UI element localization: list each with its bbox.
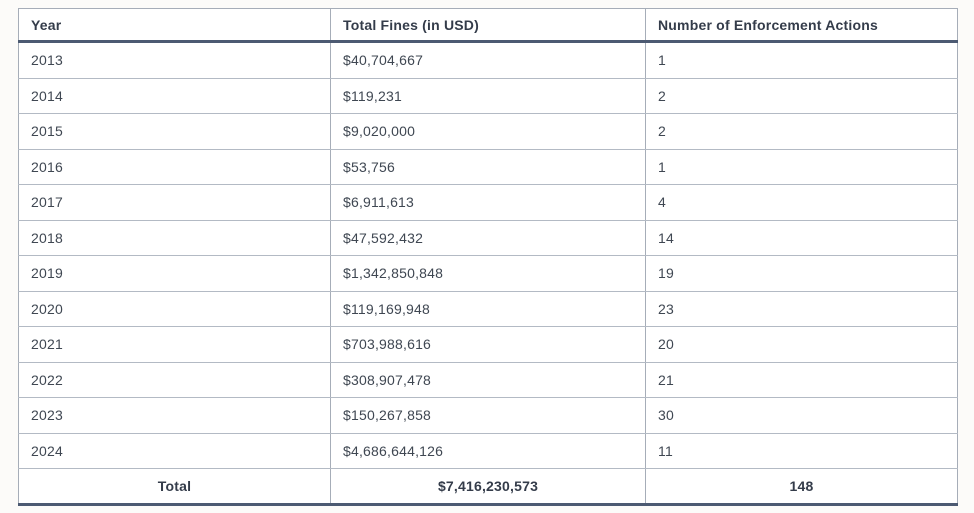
table-row: 2016 $53,756 1: [18, 149, 958, 185]
table-cell: $1,342,850,848: [330, 255, 646, 292]
table-cell: 1: [645, 149, 958, 185]
table-cell: 2013: [18, 41, 331, 79]
table-cell: 20: [645, 326, 958, 363]
total-cell: $7,416,230,573: [330, 468, 646, 505]
table-cell: $6,911,613: [330, 184, 646, 221]
table-cell: $308,907,478: [330, 362, 646, 398]
table-cell: $40,704,667: [330, 41, 646, 79]
table-cell: $4,686,644,126: [330, 433, 646, 469]
table-row: 2021 $703,988,616 20: [18, 326, 958, 363]
table-cell: 19: [645, 255, 958, 292]
table-cell: 2020: [18, 291, 331, 327]
table-row: 2013 $40,704,667 1: [18, 41, 958, 79]
table-cell: $47,592,432: [330, 220, 646, 256]
table-row: 2014 $119,231 2: [18, 78, 958, 114]
table-row: 2018 $47,592,432 14: [18, 220, 958, 256]
table-cell: 2015: [18, 113, 331, 150]
table-cell: 21: [645, 362, 958, 398]
table-cell: 2023: [18, 397, 331, 434]
table-cell: 2014: [18, 78, 331, 114]
table-row: 2017 $6,911,613 4: [18, 184, 958, 221]
table-row: 2022 $308,907,478 21: [18, 362, 958, 398]
column-header: Total Fines (in USD): [330, 8, 646, 43]
table-cell: 2022: [18, 362, 331, 398]
table-cell: 2: [645, 113, 958, 150]
table-cell: 2024: [18, 433, 331, 469]
table-cell: 2: [645, 78, 958, 114]
table-cell: 2021: [18, 326, 331, 363]
table-cell: $150,267,858: [330, 397, 646, 434]
table-cell: 4: [645, 184, 958, 221]
table-cell: $53,756: [330, 149, 646, 185]
table-header: Year Total Fines (in USD) Number of Enforc…: [18, 8, 958, 43]
table-cell: 14: [645, 220, 958, 256]
table-cell: 23: [645, 291, 958, 327]
table-cell: $9,020,000: [330, 113, 646, 150]
table-cell: $119,231: [330, 78, 646, 114]
column-header: Number of Enforcement Actions: [645, 8, 958, 43]
table-header-row: Year Total Fines (in USD) Number of Enforc…: [18, 8, 958, 43]
table-row: 2024 $4,686,644,126 11: [18, 433, 958, 469]
table-cell: 2017: [18, 184, 331, 221]
table-cell: 2016: [18, 149, 331, 185]
column-header: Year: [18, 8, 331, 43]
table-cell: 2018: [18, 220, 331, 256]
table-cell: 1: [645, 41, 958, 79]
table-row: 2023 $150,267,858 30: [18, 397, 958, 434]
total-row: Total $7,416,230,573 148: [18, 468, 958, 505]
table-row: 2020 $119,169,948 23: [18, 291, 958, 327]
table-body: 2013 $40,704,667 1 2014 $119,231 2 2015 $9,020,…: [18, 41, 958, 469]
table-cell: $703,988,616: [330, 326, 646, 363]
table-row: 2019 $1,342,850,848 19: [18, 255, 958, 292]
table-cell: $119,169,948: [330, 291, 646, 327]
total-cell: Total: [18, 468, 331, 505]
table-cell: 30: [645, 397, 958, 434]
total-cell: 148: [789, 478, 814, 494]
table-footer: Total $7,416,230,573 148: [18, 468, 958, 505]
table-cell: 2019: [18, 255, 331, 292]
table-cell: 11: [645, 433, 958, 469]
table-row: 2015 $9,020,000 2: [18, 113, 958, 150]
fines-by-year-table: Year Total Fines (in USD) Number of Enforc…: [18, 8, 958, 506]
